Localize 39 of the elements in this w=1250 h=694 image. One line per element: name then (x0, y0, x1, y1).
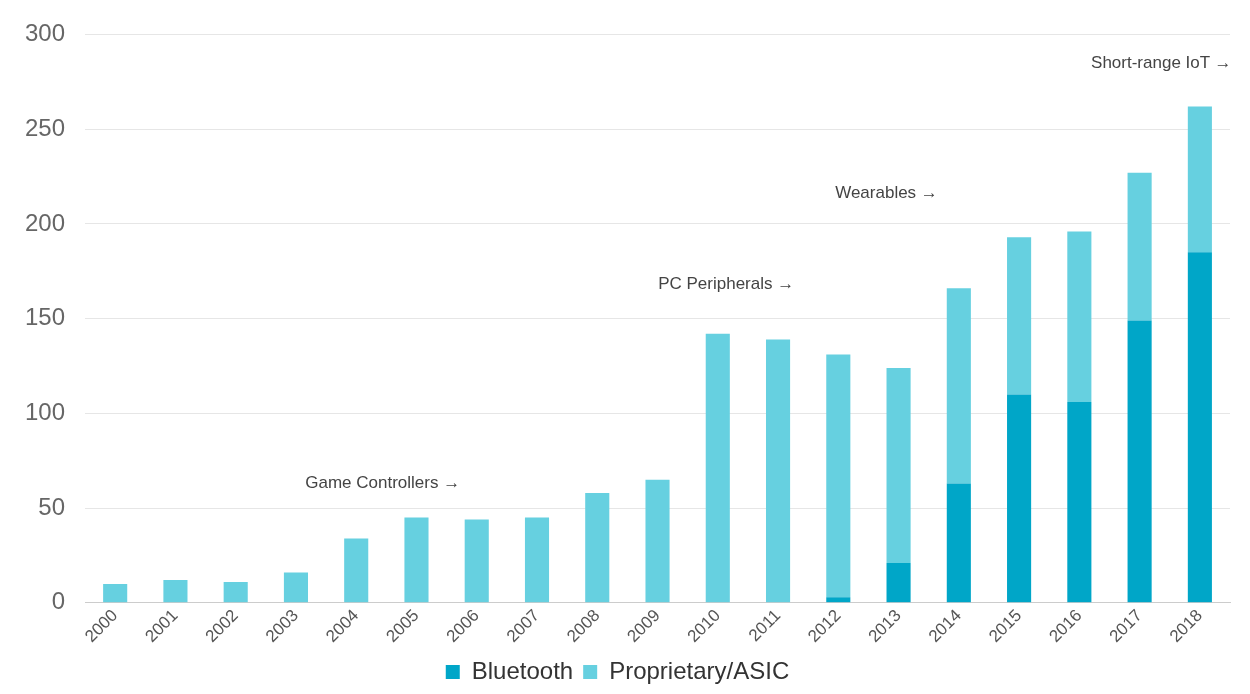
bar (1127, 172, 1152, 321)
bar (1127, 320, 1152, 603)
bar (946, 483, 971, 603)
bar (765, 339, 791, 603)
bar (946, 288, 971, 484)
bar (886, 563, 911, 603)
bar (404, 517, 429, 603)
y-tick-label: 100 (25, 397, 66, 425)
bar (464, 519, 489, 603)
y-tick-label: 200 (25, 208, 66, 236)
y-tick-label: 150 (25, 303, 66, 331)
y-tick-label: 0 (51, 587, 66, 615)
y-tick-label: 50 (38, 492, 66, 520)
bar (886, 367, 911, 564)
bar (103, 583, 128, 603)
annotation: Short-range IoT → (1091, 52, 1232, 72)
bar (163, 580, 188, 603)
bar (826, 354, 851, 598)
annotation: Game Controllers → (305, 473, 461, 493)
bar (1007, 394, 1032, 603)
annotation: Wearables → (835, 183, 938, 203)
bar (1067, 401, 1092, 603)
bar (826, 597, 851, 603)
bar (344, 538, 369, 603)
legend-label: Bluetooth (471, 656, 574, 684)
bar (1187, 106, 1212, 253)
y-tick-label: 300 (25, 19, 66, 47)
legend-label: Proprietary/ASIC (609, 656, 790, 684)
annotation: PC Peripherals → (658, 274, 795, 294)
bar (585, 492, 610, 603)
bar (223, 581, 248, 603)
bar (1187, 252, 1212, 603)
bar (1007, 237, 1032, 395)
bar (1067, 231, 1092, 402)
bar (524, 517, 550, 603)
y-tick-label: 250 (25, 113, 66, 141)
bar (283, 572, 309, 603)
bar (705, 333, 730, 603)
bar (645, 479, 670, 603)
